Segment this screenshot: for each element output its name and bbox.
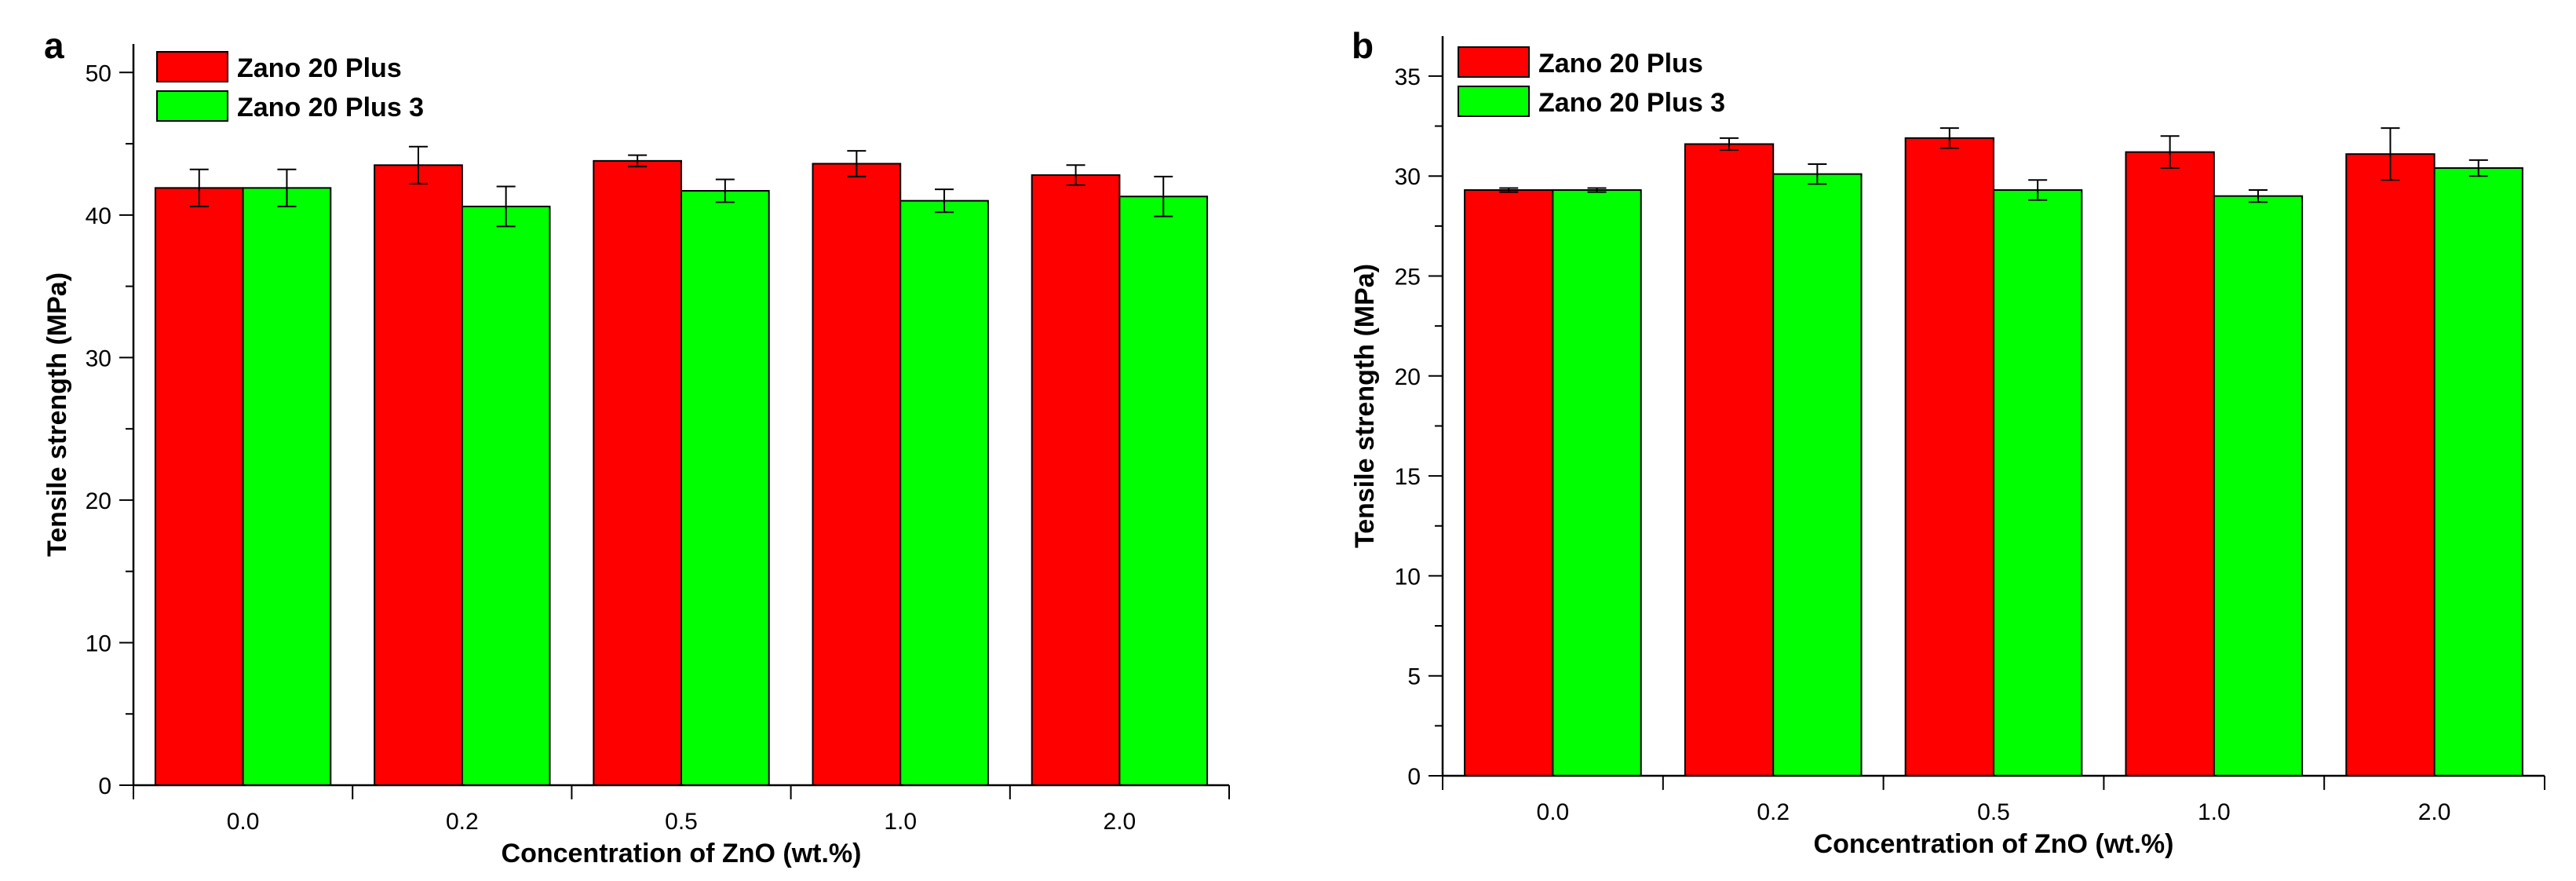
bar-zano-20-plus-0.0 <box>1464 189 1554 777</box>
error-bar-zano-20-plus-0.2 <box>1720 137 1739 152</box>
bar-zano-20-plus-3-0.5 <box>680 189 770 786</box>
error-bar-zano-20-plus-2.0 <box>2381 127 2400 181</box>
y-tick-label: 50 <box>86 60 111 86</box>
error-bar-zano-20-plus-1.0 <box>847 150 867 177</box>
error-bar-zano-20-plus-3-0.2 <box>496 185 516 228</box>
y-tick-label: 10 <box>86 631 111 656</box>
legend: Zano 20 Plus Zano 20 Plus 3 <box>1458 46 1725 118</box>
bar-zano-20-plus-3-2.0 <box>1118 196 1209 786</box>
panel-letter: a <box>44 25 64 66</box>
y-tick-label: 35 <box>1395 64 1421 90</box>
legend-swatch <box>156 90 228 122</box>
x-tick-label: 0.5 <box>665 809 698 835</box>
bar-zano-20-plus-3-1.0 <box>2213 195 2304 777</box>
x-axis-title: Concentration of ZnO (wt.%) <box>502 839 862 868</box>
y-tick-label: 30 <box>1395 164 1421 190</box>
error-bar-zano-20-plus-0.0 <box>1499 187 1519 193</box>
bar-zano-20-plus-0.2 <box>374 164 463 787</box>
y-tick-label: 5 <box>1407 664 1421 690</box>
error-bar-zano-20-plus-2.0 <box>1066 164 1085 186</box>
x-tick-label: 0.0 <box>1537 799 1570 825</box>
error-bar-zano-20-plus-0.2 <box>408 145 428 185</box>
y-tick-label: 10 <box>1395 564 1421 590</box>
legend-label: Zano 20 Plus 3 <box>237 93 424 122</box>
legend: Zano 20 Plus Zano 20 Plus 3 <box>156 51 424 122</box>
y-tick-label: 25 <box>1395 265 1421 291</box>
legend-swatch <box>1458 46 1530 78</box>
y-tick-label: 40 <box>86 203 111 229</box>
bar-zano-20-plus-0.2 <box>1684 143 1775 777</box>
error-bar-zano-20-plus-3-2.0 <box>1154 175 1173 218</box>
legend-item: Zano 20 Plus <box>1458 46 1703 79</box>
error-bar-zano-20-plus-3-0.0 <box>1587 187 1607 193</box>
error-bar-zano-20-plus-3-0.2 <box>1808 163 1827 185</box>
error-bar-zano-20-plus-1.0 <box>2160 135 2180 170</box>
error-bar-zano-20-plus-3-2.0 <box>2468 159 2488 177</box>
legend-label: Zano 20 Plus 3 <box>1538 88 1725 118</box>
error-bar-zano-20-plus-3-1.0 <box>935 188 954 214</box>
y-tick-label: 20 <box>1395 364 1421 390</box>
x-tick-label: 2.0 <box>1104 809 1137 835</box>
chart-panel-b: b 0.0 0.2 0.5 1.0 2.0 0 5 10 15 20 25 30 35 Concentrat… <box>1350 25 2545 859</box>
y-axis-title: Tensile strength (MPa) <box>42 272 72 557</box>
legend-item: Zano 20 Plus <box>156 51 402 83</box>
x-tick-label: 0.2 <box>1757 799 1790 825</box>
bar-zano-20-plus-3-0.0 <box>242 187 332 787</box>
y-axis-title: Tensile strength (MPa) <box>1350 264 1380 548</box>
bar-zano-20-plus-3-0.0 <box>1552 189 1642 777</box>
legend-swatch <box>156 51 228 82</box>
y-tick-label: 30 <box>86 345 111 371</box>
error-bar-zano-20-plus-3-0.5 <box>2028 179 2048 201</box>
bar-zano-20-plus-2.0 <box>1031 174 1121 786</box>
y-tick-label: 0 <box>98 773 111 799</box>
error-bar-zano-20-plus-3-0.0 <box>277 168 297 207</box>
legend-swatch <box>1458 86 1530 117</box>
bar-zano-20-plus-0.5 <box>1904 137 1994 777</box>
error-bar-zano-20-plus-3-1.0 <box>2248 189 2268 203</box>
bar-zano-20-plus-0.0 <box>154 187 244 787</box>
bar-zano-20-plus-3-1.0 <box>899 199 989 786</box>
x-axis-title: Concentration of ZnO (wt.%) <box>1814 829 2174 859</box>
error-bar-zano-20-plus-3-0.5 <box>715 178 735 203</box>
bar-zano-20-plus-0.5 <box>593 159 683 787</box>
bar-zano-20-plus-3-2.0 <box>2433 167 2523 777</box>
x-tick-label: 1.0 <box>2198 799 2231 825</box>
error-bar-zano-20-plus-0.5 <box>1939 127 1959 149</box>
error-bar-zano-20-plus-0.5 <box>628 154 648 168</box>
y-tick-label: 20 <box>86 488 111 514</box>
x-tick-label: 0.0 <box>227 809 260 835</box>
error-bar-zano-20-plus-0.0 <box>189 168 209 207</box>
x-tick-label: 2.0 <box>2418 799 2451 825</box>
y-tick-label: 15 <box>1395 464 1421 490</box>
x-tick-label: 0.5 <box>1977 799 2010 825</box>
y-tick-label: 0 <box>1407 764 1421 790</box>
bar-zano-20-plus-1.0 <box>2125 151 2215 777</box>
chart-panel-a: a 0.0 0.2 0.5 1.0 2.0 0 10 20 30 40 50 Concentration… <box>42 25 1230 868</box>
panel-letter: b <box>1352 25 1374 66</box>
legend-item: Zano 20 Plus 3 <box>156 90 424 122</box>
legend-label: Zano 20 Plus <box>1538 49 1703 79</box>
bar-zano-20-plus-3-0.2 <box>1772 173 1863 777</box>
bar-zano-20-plus-3-0.5 <box>1993 189 2083 777</box>
bar-zano-20-plus-3-0.2 <box>461 205 551 786</box>
bar-zano-20-plus-2.0 <box>2345 153 2436 777</box>
x-tick-label: 0.2 <box>446 809 479 835</box>
x-tick-label: 1.0 <box>884 809 917 835</box>
legend-label: Zano 20 Plus <box>237 53 402 83</box>
bar-zano-20-plus-1.0 <box>812 163 902 786</box>
legend-item: Zano 20 Plus 3 <box>1458 86 1725 118</box>
